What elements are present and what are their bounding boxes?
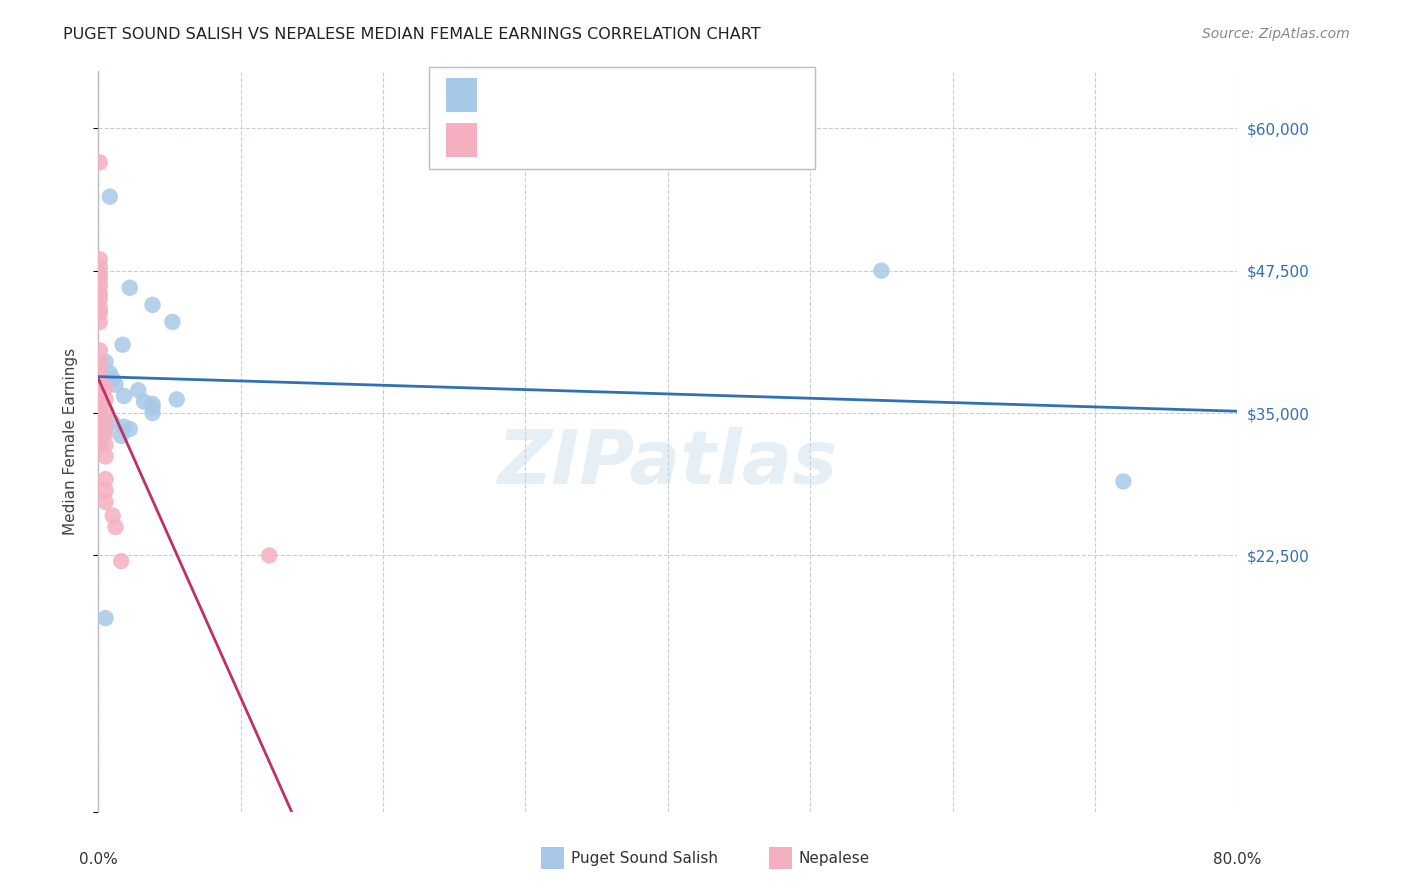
Point bbox=[1112, 475, 1135, 489]
Point bbox=[94, 423, 117, 437]
Text: -0.604: -0.604 bbox=[548, 131, 613, 149]
Point bbox=[89, 278, 111, 293]
Text: 0.0%: 0.0% bbox=[79, 853, 118, 867]
Point bbox=[89, 409, 111, 424]
Text: 24: 24 bbox=[711, 87, 737, 104]
Text: R =: R = bbox=[489, 131, 526, 149]
Point bbox=[89, 252, 111, 267]
Point bbox=[89, 315, 111, 329]
Text: Source: ZipAtlas.com: Source: ZipAtlas.com bbox=[1202, 27, 1350, 41]
Point bbox=[110, 429, 132, 443]
Point bbox=[89, 292, 111, 306]
Point bbox=[89, 423, 111, 437]
Point bbox=[89, 267, 111, 281]
Point bbox=[101, 372, 124, 386]
Point bbox=[118, 281, 141, 295]
Point bbox=[89, 355, 111, 369]
Point bbox=[89, 271, 111, 285]
Point bbox=[89, 381, 111, 395]
Point bbox=[166, 392, 188, 407]
Point bbox=[89, 343, 111, 358]
Point bbox=[112, 389, 135, 403]
Point bbox=[141, 401, 163, 415]
Point bbox=[94, 495, 117, 509]
Text: N =: N = bbox=[655, 131, 692, 149]
Point bbox=[89, 386, 111, 401]
Point bbox=[94, 392, 117, 407]
Text: PUGET SOUND SALISH VS NEPALESE MEDIAN FEMALE EARNINGS CORRELATION CHART: PUGET SOUND SALISH VS NEPALESE MEDIAN FE… bbox=[63, 27, 761, 42]
Point bbox=[94, 450, 117, 464]
Point bbox=[89, 260, 111, 275]
Point bbox=[94, 426, 117, 441]
Point bbox=[94, 611, 117, 625]
Point bbox=[110, 554, 132, 568]
Point bbox=[127, 384, 149, 398]
Point bbox=[259, 549, 281, 563]
Point bbox=[141, 397, 163, 411]
Point bbox=[89, 369, 111, 384]
Point bbox=[89, 431, 111, 445]
Point bbox=[94, 415, 117, 429]
Point bbox=[112, 419, 135, 434]
Point bbox=[94, 381, 117, 395]
Text: ZIPatlas: ZIPatlas bbox=[498, 427, 838, 500]
Point bbox=[89, 306, 111, 320]
Text: 80.0%: 80.0% bbox=[1213, 853, 1261, 867]
Point bbox=[141, 298, 163, 312]
Point bbox=[89, 286, 111, 301]
Point bbox=[89, 417, 111, 432]
Point bbox=[104, 520, 127, 534]
Point bbox=[104, 377, 127, 392]
Point bbox=[111, 337, 134, 351]
Point bbox=[89, 392, 111, 407]
Point bbox=[89, 398, 111, 412]
Point bbox=[94, 355, 117, 369]
Text: N =: N = bbox=[655, 87, 692, 104]
Point bbox=[98, 366, 121, 380]
Point bbox=[141, 406, 163, 420]
Point bbox=[101, 415, 124, 429]
Point bbox=[118, 422, 141, 436]
Point bbox=[89, 363, 111, 377]
Text: Nepalese: Nepalese bbox=[799, 851, 870, 865]
Text: 40: 40 bbox=[711, 131, 737, 149]
Point bbox=[94, 483, 117, 498]
Text: Puget Sound Salish: Puget Sound Salish bbox=[571, 851, 718, 865]
Point bbox=[89, 301, 111, 316]
Point bbox=[98, 189, 121, 203]
Y-axis label: Median Female Earnings: Median Female Earnings bbox=[63, 348, 77, 535]
Point bbox=[89, 155, 111, 169]
Point bbox=[94, 404, 117, 418]
Point bbox=[870, 263, 893, 277]
Point bbox=[94, 472, 117, 486]
Text: R =: R = bbox=[489, 87, 526, 104]
Point bbox=[94, 438, 117, 452]
Point bbox=[89, 374, 111, 388]
Point bbox=[89, 404, 111, 418]
Point bbox=[132, 394, 155, 409]
Text: -0.113: -0.113 bbox=[548, 87, 613, 104]
Point bbox=[162, 315, 184, 329]
Point bbox=[89, 438, 111, 452]
Point bbox=[101, 508, 124, 523]
